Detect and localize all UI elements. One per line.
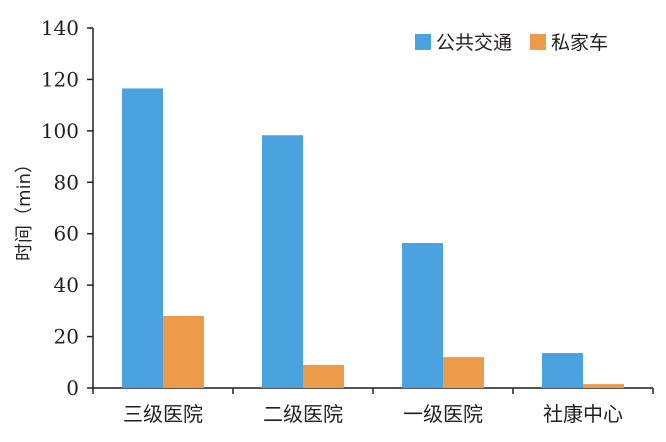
legend-label: 私家车 xyxy=(551,32,608,54)
y-tick-label: 140 xyxy=(41,16,79,40)
x-category-label: 二级医院 xyxy=(263,402,343,426)
y-tick-label: 40 xyxy=(54,273,79,297)
x-category-label: 一级医院 xyxy=(403,402,483,426)
legend-swatch xyxy=(530,34,546,50)
bar-public-transport xyxy=(542,353,583,388)
bar-private-car xyxy=(163,316,204,388)
legend-swatch xyxy=(415,34,431,50)
y-tick-label: 60 xyxy=(54,222,79,246)
plot-area: 0 20 40 60 80 100 120 140 三级医院 二级医院 一级医院 社康中心 公共交通 私家… xyxy=(41,16,654,426)
bar-public-transport xyxy=(262,135,303,388)
y-tick-label: 20 xyxy=(54,325,79,349)
y-tick-label: 0 xyxy=(66,376,79,400)
bar-private-car xyxy=(443,357,484,388)
x-category-label: 三级医院 xyxy=(123,402,203,426)
legend-label: 公共交通 xyxy=(436,32,512,54)
y-tick-label: 120 xyxy=(41,67,79,91)
bar-private-car xyxy=(583,384,624,388)
bar-private-car xyxy=(303,364,344,388)
y-axis-title: 时间（min） xyxy=(14,155,35,261)
bar-public-transport xyxy=(122,88,163,388)
y-tick-label: 80 xyxy=(54,170,79,194)
y-tick-label: 100 xyxy=(41,119,79,143)
bar-public-transport xyxy=(402,242,443,388)
x-category-label: 社康中心 xyxy=(543,402,623,426)
